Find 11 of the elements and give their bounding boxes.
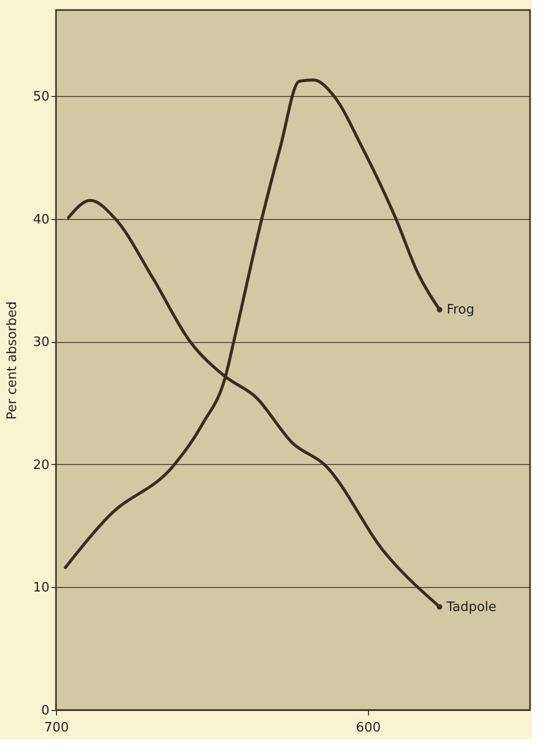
y-tick-label: 10: [32, 580, 50, 596]
y-tick-label: 20: [32, 458, 50, 473]
x-tick-label: 600: [356, 720, 381, 736]
y-axis-title: Per cent absorbed: [4, 301, 20, 420]
series-label: Frog: [446, 302, 474, 318]
y-tick-label: 50: [32, 89, 50, 104]
y-tick-label: 40: [32, 212, 50, 228]
series-label: Tadpole: [446, 600, 496, 615]
y-tick-label: 0: [41, 704, 50, 718]
y-tick-label: 30: [32, 335, 50, 350]
x-tick-label: 700: [44, 720, 69, 736]
